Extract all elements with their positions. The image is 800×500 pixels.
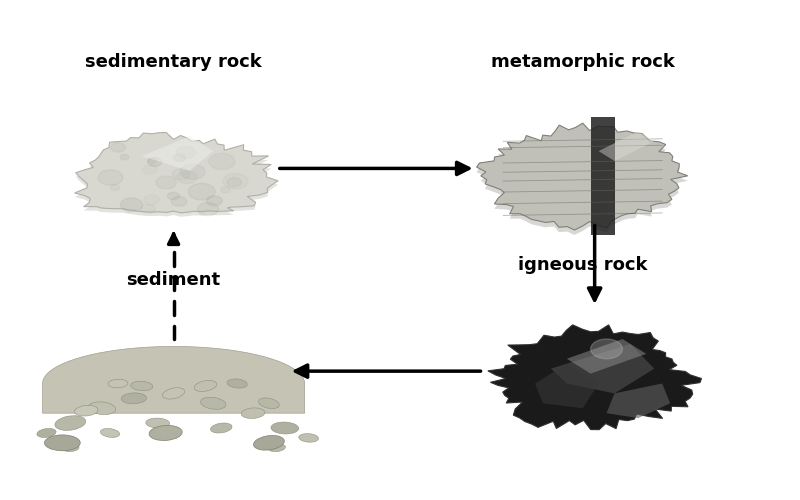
- Polygon shape: [535, 364, 598, 408]
- Ellipse shape: [162, 388, 185, 399]
- Polygon shape: [590, 116, 614, 235]
- Circle shape: [156, 176, 177, 189]
- Polygon shape: [142, 136, 214, 171]
- Polygon shape: [567, 339, 646, 374]
- Circle shape: [198, 202, 218, 215]
- Ellipse shape: [268, 444, 286, 452]
- Ellipse shape: [271, 422, 298, 434]
- Ellipse shape: [194, 380, 217, 392]
- Circle shape: [172, 168, 190, 179]
- Polygon shape: [477, 128, 688, 235]
- Circle shape: [167, 192, 179, 200]
- Circle shape: [227, 178, 242, 186]
- Circle shape: [148, 158, 162, 166]
- Ellipse shape: [130, 381, 153, 391]
- Circle shape: [171, 196, 187, 206]
- Polygon shape: [598, 132, 654, 161]
- Circle shape: [206, 196, 222, 205]
- Polygon shape: [42, 346, 305, 413]
- Polygon shape: [488, 325, 702, 430]
- Ellipse shape: [62, 444, 79, 452]
- Ellipse shape: [101, 428, 120, 438]
- Ellipse shape: [108, 380, 128, 388]
- Circle shape: [143, 195, 159, 205]
- Ellipse shape: [121, 393, 146, 404]
- Polygon shape: [606, 384, 670, 418]
- Circle shape: [177, 146, 195, 158]
- Circle shape: [110, 184, 120, 190]
- Circle shape: [177, 171, 197, 184]
- Polygon shape: [477, 123, 688, 230]
- Ellipse shape: [74, 406, 98, 416]
- Circle shape: [121, 198, 142, 211]
- Circle shape: [98, 170, 123, 185]
- Polygon shape: [551, 344, 654, 394]
- Ellipse shape: [254, 436, 284, 450]
- Circle shape: [120, 154, 129, 160]
- Circle shape: [181, 164, 205, 180]
- Ellipse shape: [45, 435, 80, 450]
- Text: sedimentary rock: sedimentary rock: [86, 53, 262, 71]
- Ellipse shape: [210, 423, 232, 433]
- Ellipse shape: [227, 379, 247, 388]
- Ellipse shape: [149, 426, 182, 440]
- Circle shape: [590, 339, 622, 359]
- Ellipse shape: [201, 397, 226, 409]
- Circle shape: [110, 143, 126, 152]
- Circle shape: [223, 174, 248, 189]
- Circle shape: [148, 158, 157, 164]
- Ellipse shape: [89, 402, 116, 414]
- Ellipse shape: [146, 418, 170, 428]
- Text: igneous rock: igneous rock: [518, 256, 647, 274]
- Ellipse shape: [37, 428, 56, 438]
- Ellipse shape: [242, 408, 265, 418]
- Ellipse shape: [55, 416, 86, 430]
- Circle shape: [188, 184, 215, 200]
- Polygon shape: [74, 136, 278, 217]
- Circle shape: [221, 187, 230, 193]
- Ellipse shape: [298, 434, 318, 442]
- Circle shape: [142, 165, 158, 174]
- Circle shape: [141, 204, 155, 213]
- Polygon shape: [74, 132, 278, 213]
- Circle shape: [174, 154, 186, 162]
- Text: metamorphic rock: metamorphic rock: [490, 53, 674, 71]
- Circle shape: [209, 154, 235, 170]
- Text: sediment: sediment: [126, 270, 221, 288]
- Ellipse shape: [258, 398, 279, 408]
